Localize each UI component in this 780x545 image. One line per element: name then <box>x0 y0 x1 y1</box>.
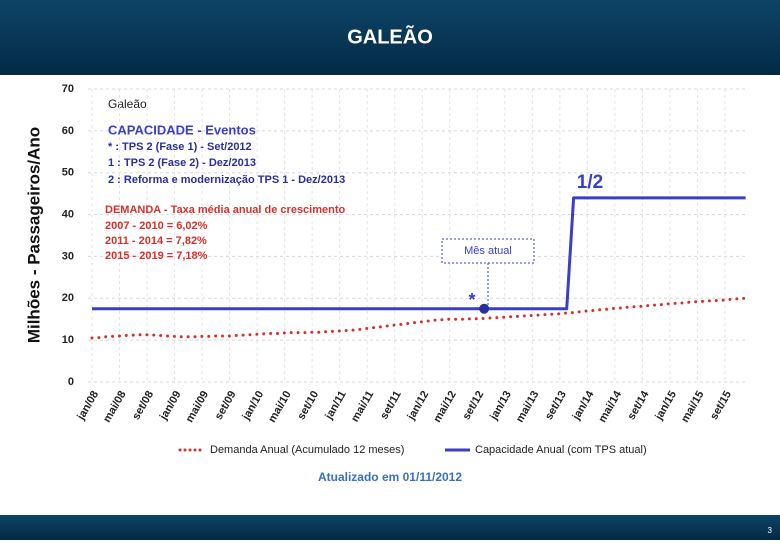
y-tick-label: 40 <box>62 208 74 220</box>
step-label: 1/2 <box>577 172 603 193</box>
updated-note: Atualizado em 01/11/2012 <box>318 470 462 484</box>
y-tick-label: 20 <box>62 292 74 304</box>
demand-line: 2011 - 2014 = 7,82% <box>105 235 207 247</box>
y-axis-label: Milhões - Passageiros/Ano <box>24 127 43 343</box>
slide-title: GALEÃO <box>347 25 433 48</box>
series-line <box>92 196 746 311</box>
legend-label: Demanda Anual (Acumulado 12 meses) <box>210 444 404 456</box>
demand-line: 2007 - 2010 = 6,02% <box>105 220 208 232</box>
capacity-line: * : TPS 2 (Fase 1) - Set/2012 <box>108 141 252 153</box>
marker-box <box>441 238 535 264</box>
y-tick-label: 10 <box>62 334 74 346</box>
y-tick-label: 0 <box>68 376 74 388</box>
demand-title: DEMANDA - Taxa média anual de cresciment… <box>105 204 346 216</box>
y-tick-label: 50 <box>62 167 74 179</box>
demand-line: 2015 - 2019 = 7,18% <box>105 250 208 262</box>
y-tick-label: 30 <box>62 250 74 262</box>
marker-symbol: * <box>468 290 475 310</box>
y-tick-label: 60 <box>62 125 74 137</box>
footer-band <box>0 515 780 540</box>
series-line <box>90 296 748 340</box>
marker-label: Mês atual <box>464 245 512 257</box>
corner-label: Galeão <box>108 97 147 111</box>
marker-dot <box>479 303 490 314</box>
capacity-line: 1 : TPS 2 (Fase 2) - Dez/2013 <box>108 157 256 169</box>
capacity-title: CAPACIDADE - Eventos <box>108 122 256 137</box>
legend-label: Capacidade Anual (com TPS atual) <box>475 444 647 456</box>
header-band <box>0 0 780 75</box>
capacity-line: 2 : Reforma e modernização TPS 1 - Dez/2… <box>108 174 345 186</box>
y-tick-label: 70 <box>62 83 74 95</box>
page-number: 3 <box>768 526 773 535</box>
